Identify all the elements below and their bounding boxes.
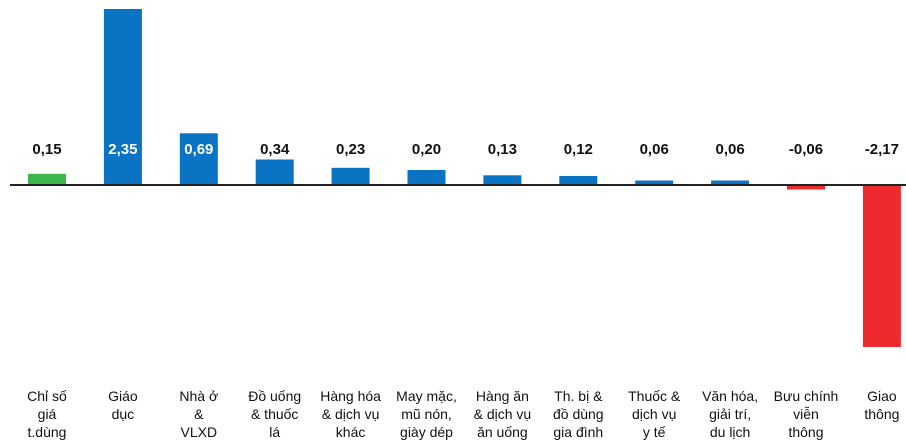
- category-label-line: Hàng ăn: [476, 388, 529, 404]
- category-label-line: t.dùng: [28, 424, 67, 440]
- bar-2: [103, 9, 142, 185]
- bar-10: [711, 180, 750, 185]
- category-label-line: khác: [336, 424, 366, 440]
- category-label-3: Nhà ở & VLXD: [179, 388, 218, 440]
- category-label-line: Giáo: [108, 388, 138, 404]
- bar-3: [179, 133, 218, 185]
- category-label-line: giày dép: [400, 424, 453, 440]
- category-label-line: y tế: [643, 424, 666, 440]
- category-label-8: Th. bị & đồ dùng gia đình: [553, 388, 604, 440]
- category-label-line: & thuốc: [251, 406, 298, 422]
- category-label-4: Đồ uống & thuốc lá: [248, 388, 301, 440]
- value-labels-group: 0,15 2,35 0,69 0,34 0,23 0,20 0,13 0,12 0,06 0,06…: [32, 141, 899, 158]
- category-label-12: Giao thông: [864, 388, 899, 422]
- bar-1: [28, 173, 66, 185]
- category-label-line: Bưu chính: [774, 388, 839, 404]
- value-label-6: 0,20: [412, 141, 441, 158]
- category-label-5: Hàng hóa & dịch vụ khác: [320, 388, 381, 440]
- bars-group: [28, 9, 901, 347]
- category-label-line: Đồ uống: [248, 388, 301, 404]
- category-label-line: Văn hóa,: [702, 388, 758, 404]
- category-label-7: Hàng ăn & dịch vụ ăn uống: [474, 388, 532, 440]
- category-label-line: &: [194, 406, 204, 422]
- category-label-line: lá: [269, 424, 280, 440]
- bar-6: [407, 170, 446, 185]
- category-label-line: ăn uống: [477, 424, 528, 440]
- category-label-9: Thuốc & dịch vụ y tế: [628, 388, 681, 440]
- value-label-7: 0,13: [488, 141, 517, 158]
- category-labels-group: Chỉ số giá t.dùng Giáo dục Nhà ở & VLXD Đồ uống &…: [27, 388, 899, 440]
- value-label-11: -0,06: [789, 141, 823, 158]
- category-label-line: đồ dùng: [553, 406, 604, 422]
- value-label-4: 0,34: [260, 141, 290, 158]
- category-label-line: Nhà ở: [179, 388, 218, 404]
- category-label-line: & dịch vụ: [474, 406, 532, 422]
- category-label-line: Chỉ số: [27, 388, 67, 404]
- category-label-line: viễn: [793, 406, 819, 422]
- bar-9: [635, 180, 674, 185]
- category-label-line: VLXD: [181, 424, 218, 440]
- bar-11: [787, 185, 825, 190]
- category-label-line: dục: [112, 406, 135, 422]
- category-label-6: May mặc, mũ nón, giày dép: [396, 388, 457, 440]
- value-label-5: 0,23: [336, 141, 365, 158]
- category-label-1: Chỉ số giá t.dùng: [27, 388, 67, 440]
- bar-4: [255, 159, 294, 185]
- category-label-10: Văn hóa, giải trí, du lịch: [702, 388, 758, 440]
- category-label-line: thông: [788, 424, 823, 440]
- category-label-line: Thuốc &: [628, 388, 681, 404]
- category-label-line: mũ nón,: [401, 406, 452, 422]
- value-label-1: 0,15: [32, 141, 61, 158]
- value-label-2: 2,35: [108, 141, 137, 158]
- category-label-line: Hàng hóa: [320, 388, 381, 404]
- value-label-8: 0,12: [564, 141, 593, 158]
- bar-8: [559, 176, 598, 185]
- category-label-line: & dịch vụ: [322, 406, 380, 422]
- bar-7: [483, 175, 522, 185]
- category-label-line: Th. bị &: [554, 388, 603, 404]
- value-label-9: 0,06: [640, 141, 669, 158]
- bar-5: [331, 167, 370, 185]
- category-label-line: giải trí,: [709, 406, 751, 422]
- category-label-line: gia đình: [553, 424, 603, 440]
- category-label-line: Giao: [867, 388, 897, 404]
- category-label-line: du lịch: [710, 424, 750, 440]
- value-label-3: 0,69: [184, 141, 213, 158]
- category-label-line: May mặc,: [396, 388, 457, 404]
- value-label-10: 0,06: [715, 141, 744, 158]
- value-label-12: -2,17: [865, 141, 899, 158]
- category-label-line: giá: [38, 406, 57, 422]
- category-label-line: dịch vụ: [632, 406, 676, 422]
- bar-12: [862, 185, 901, 347]
- category-label-line: thông: [864, 406, 899, 422]
- category-label-2: Giáo dục: [108, 388, 138, 422]
- category-label-11: Bưu chính viễn thông: [774, 388, 839, 440]
